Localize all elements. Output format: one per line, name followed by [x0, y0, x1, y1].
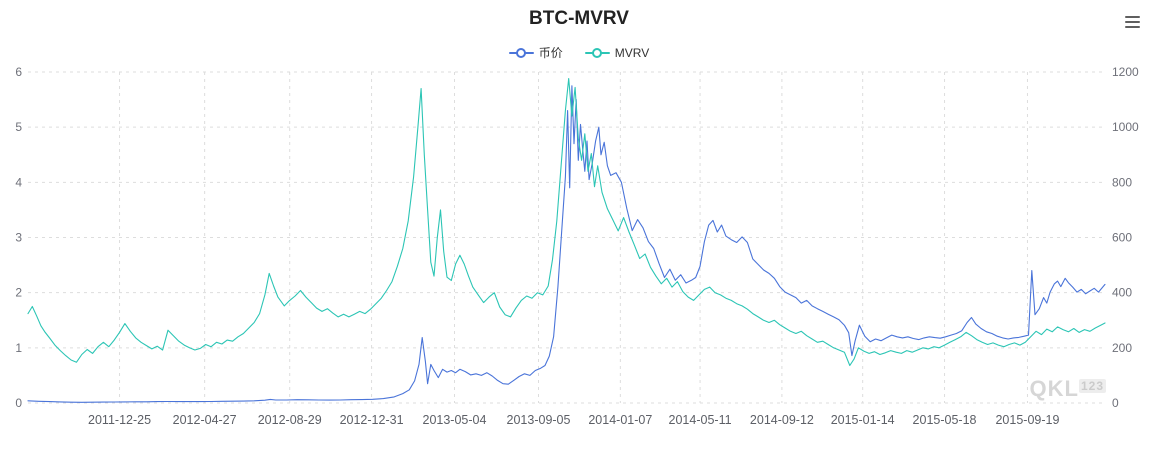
y-axis-left-tick: 6 — [15, 65, 22, 79]
x-axis-tick: 2015-05-18 — [913, 413, 977, 427]
line-circle-marker-icon — [584, 47, 610, 59]
x-axis-tick: 2014-05-11 — [669, 413, 732, 427]
x-axis-tick: 2015-01-14 — [831, 413, 895, 427]
y-axis-right-tick: 0 — [1112, 396, 1119, 410]
legend-label-price: 币价 — [538, 46, 563, 60]
y-axis-left-tick: 0 — [15, 396, 22, 410]
menu-bar-1 — [1125, 16, 1140, 18]
x-axis-tick: 2012-12-31 — [340, 413, 404, 427]
menu-bar-2 — [1125, 21, 1140, 23]
y-axis-right-tick: 1200 — [1112, 65, 1139, 79]
menu-bar-3 — [1125, 26, 1140, 28]
legend-item-price[interactable]: 币价 — [508, 44, 563, 61]
x-axis-tick: 2012-04-27 — [173, 413, 237, 427]
y-axis-right-tick: 400 — [1112, 286, 1132, 300]
legend-label-mvrv: MVRV — [614, 45, 650, 60]
watermark-logo: QKL 123 — [1030, 376, 1106, 402]
x-axis-tick: 2011-12-25 — [88, 413, 151, 427]
y-axis-right-tick: 800 — [1112, 175, 1132, 189]
mvrv-series-line[interactable] — [27, 78, 1106, 367]
x-axis-tick: 2012-08-29 — [258, 413, 322, 427]
chart-title: BTC-MVRV — [529, 8, 629, 29]
x-axis-tick: 2014-09-12 — [750, 413, 814, 427]
x-axis-tick: 2013-05-04 — [423, 413, 487, 427]
legend-item-mvrv[interactable]: MVRV — [584, 44, 650, 61]
y-axis-right-tick: 600 — [1112, 231, 1132, 245]
price-series-line[interactable] — [27, 85, 1106, 403]
y-axis-left-tick: 4 — [15, 175, 22, 189]
x-axis-tick: 2015-09-19 — [995, 413, 1059, 427]
x-axis-tick: 2014-01-07 — [588, 413, 652, 427]
legend: 币价 MVRV — [0, 44, 1158, 61]
line-circle-marker-icon — [508, 47, 534, 59]
y-axis-left-tick: 5 — [15, 120, 22, 134]
toolbox-menu-icon[interactable] — [1123, 14, 1142, 30]
y-axis-left-tick: 2 — [15, 286, 22, 300]
watermark-sub-text: 123 — [1078, 378, 1106, 393]
y-axis-left-tick: 1 — [15, 341, 22, 355]
x-axis-tick: 2013-09-05 — [507, 413, 571, 427]
y-axis-left-tick: 3 — [15, 231, 22, 245]
y-axis-right-tick: 200 — [1112, 341, 1132, 355]
watermark-text: QKL — [1029, 376, 1079, 401]
y-axis-right-tick: 1000 — [1112, 120, 1139, 134]
